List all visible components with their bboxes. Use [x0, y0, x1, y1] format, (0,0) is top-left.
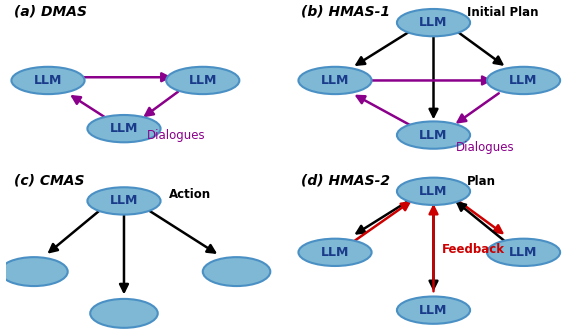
- Ellipse shape: [90, 299, 158, 328]
- Text: (b) HMAS-1: (b) HMAS-1: [301, 5, 390, 19]
- Text: Action: Action: [169, 188, 211, 201]
- Text: Dialogues: Dialogues: [147, 129, 205, 141]
- Text: (c) CMAS: (c) CMAS: [14, 174, 85, 187]
- Ellipse shape: [299, 239, 372, 266]
- Ellipse shape: [0, 257, 68, 286]
- Text: LLM: LLM: [509, 74, 538, 87]
- Text: LLM: LLM: [110, 122, 138, 135]
- Ellipse shape: [397, 296, 470, 324]
- Text: LLM: LLM: [419, 304, 448, 317]
- Text: (d) HMAS-2: (d) HMAS-2: [301, 174, 390, 187]
- Ellipse shape: [487, 67, 560, 94]
- Text: Initial Plan: Initial Plan: [467, 6, 539, 19]
- Text: LLM: LLM: [34, 74, 62, 87]
- Text: LLM: LLM: [110, 195, 138, 207]
- Ellipse shape: [487, 239, 560, 266]
- Text: LLM: LLM: [419, 129, 448, 141]
- Text: LLM: LLM: [321, 74, 349, 87]
- Text: LLM: LLM: [509, 246, 538, 259]
- Text: LLM: LLM: [321, 246, 349, 259]
- Text: Feedback: Feedback: [442, 243, 505, 256]
- Text: LLM: LLM: [188, 74, 217, 87]
- Ellipse shape: [166, 67, 240, 94]
- Text: LLM: LLM: [419, 185, 448, 198]
- Text: (a) DMAS: (a) DMAS: [14, 5, 87, 19]
- Text: Dialogues: Dialogues: [456, 141, 514, 155]
- Ellipse shape: [88, 115, 161, 142]
- Text: Plan: Plan: [467, 175, 496, 188]
- Ellipse shape: [397, 121, 470, 149]
- Ellipse shape: [12, 67, 85, 94]
- Ellipse shape: [88, 187, 161, 215]
- Text: LLM: LLM: [419, 16, 448, 29]
- Ellipse shape: [299, 67, 372, 94]
- Ellipse shape: [397, 9, 470, 36]
- Ellipse shape: [203, 257, 270, 286]
- Ellipse shape: [397, 178, 470, 205]
